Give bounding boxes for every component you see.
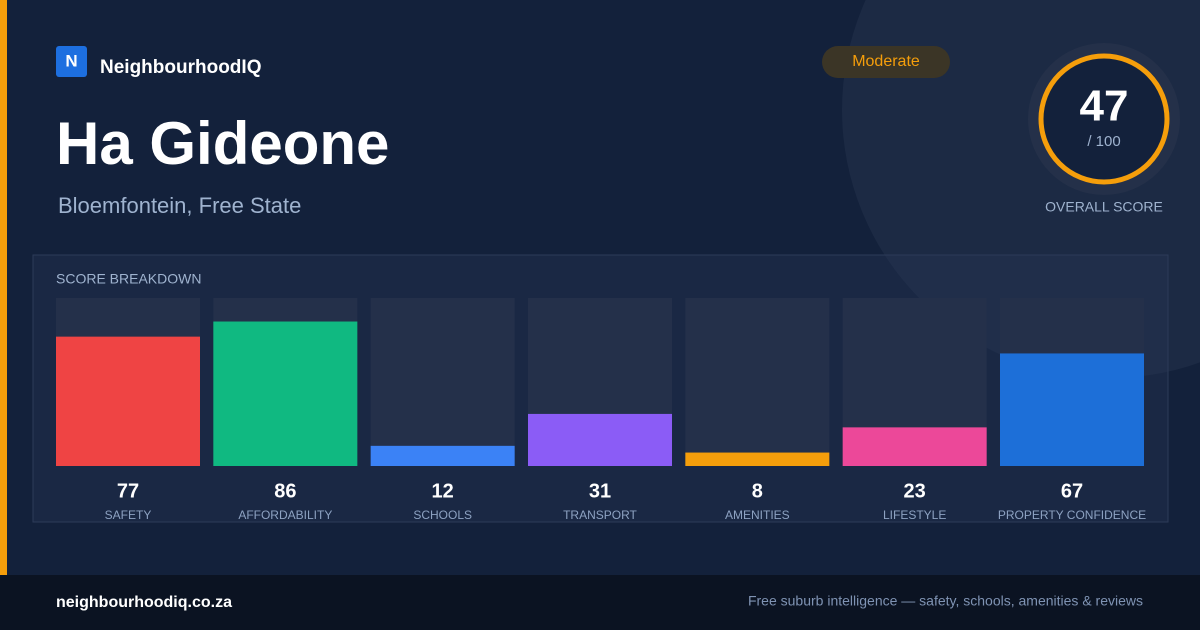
logo: N (65, 51, 77, 70)
bar-track (370, 298, 515, 466)
value-label: 12 (432, 480, 454, 502)
footer-tagline: Free suburb intelligence — safety, schoo… (748, 593, 1143, 609)
footer-bar (0, 575, 1200, 630)
logo-box (56, 46, 87, 77)
bar (1000, 353, 1144, 466)
value-label: 8 (752, 480, 763, 502)
badge: Moderate (852, 53, 920, 70)
category-label: AFFORDABILITY (238, 508, 332, 522)
bar (56, 336, 200, 466)
bar (528, 413, 672, 466)
accent-stripe (0, 0, 7, 575)
bar (685, 452, 830, 466)
value-label: 77 (117, 480, 139, 502)
value-label: 23 (904, 480, 926, 502)
value-label: 31 (589, 480, 611, 502)
bars: 77 SAFETY 86 AFFORDABILITY 12 SCHOOLS 31 TRANSP… (56, 298, 1146, 522)
value-label: 86 (274, 480, 296, 502)
value-label: 67 (1061, 480, 1083, 502)
category-label: PROPERTY CONFIDENCE (998, 508, 1146, 522)
chart-title: SCORE BREAKDOWN (56, 271, 201, 287)
category-label: SCHOOLS (413, 508, 472, 522)
footer-site: neighbourhoodiq.co.za (56, 594, 232, 611)
bar (370, 445, 515, 466)
category-label: AMENITIES (725, 508, 790, 522)
category-label: LIFESTYLE (883, 508, 946, 522)
score-value: 47 (1080, 82, 1129, 131)
brand-name: NeighbourhoodIQ (100, 57, 261, 78)
category-label: SAFETY (105, 508, 152, 522)
category-label: TRANSPORT (563, 508, 637, 522)
bar (842, 427, 987, 466)
score-max: / 100 (1087, 133, 1120, 150)
score-label: OVERALL SCORE (1045, 199, 1163, 215)
bar-track (685, 298, 830, 466)
bar (213, 321, 358, 466)
badge-pill (822, 46, 950, 78)
title: Ha Gideone (56, 110, 389, 177)
score-ring (1038, 53, 1170, 185)
subtitle: Bloemfontein, Free State (58, 193, 301, 218)
